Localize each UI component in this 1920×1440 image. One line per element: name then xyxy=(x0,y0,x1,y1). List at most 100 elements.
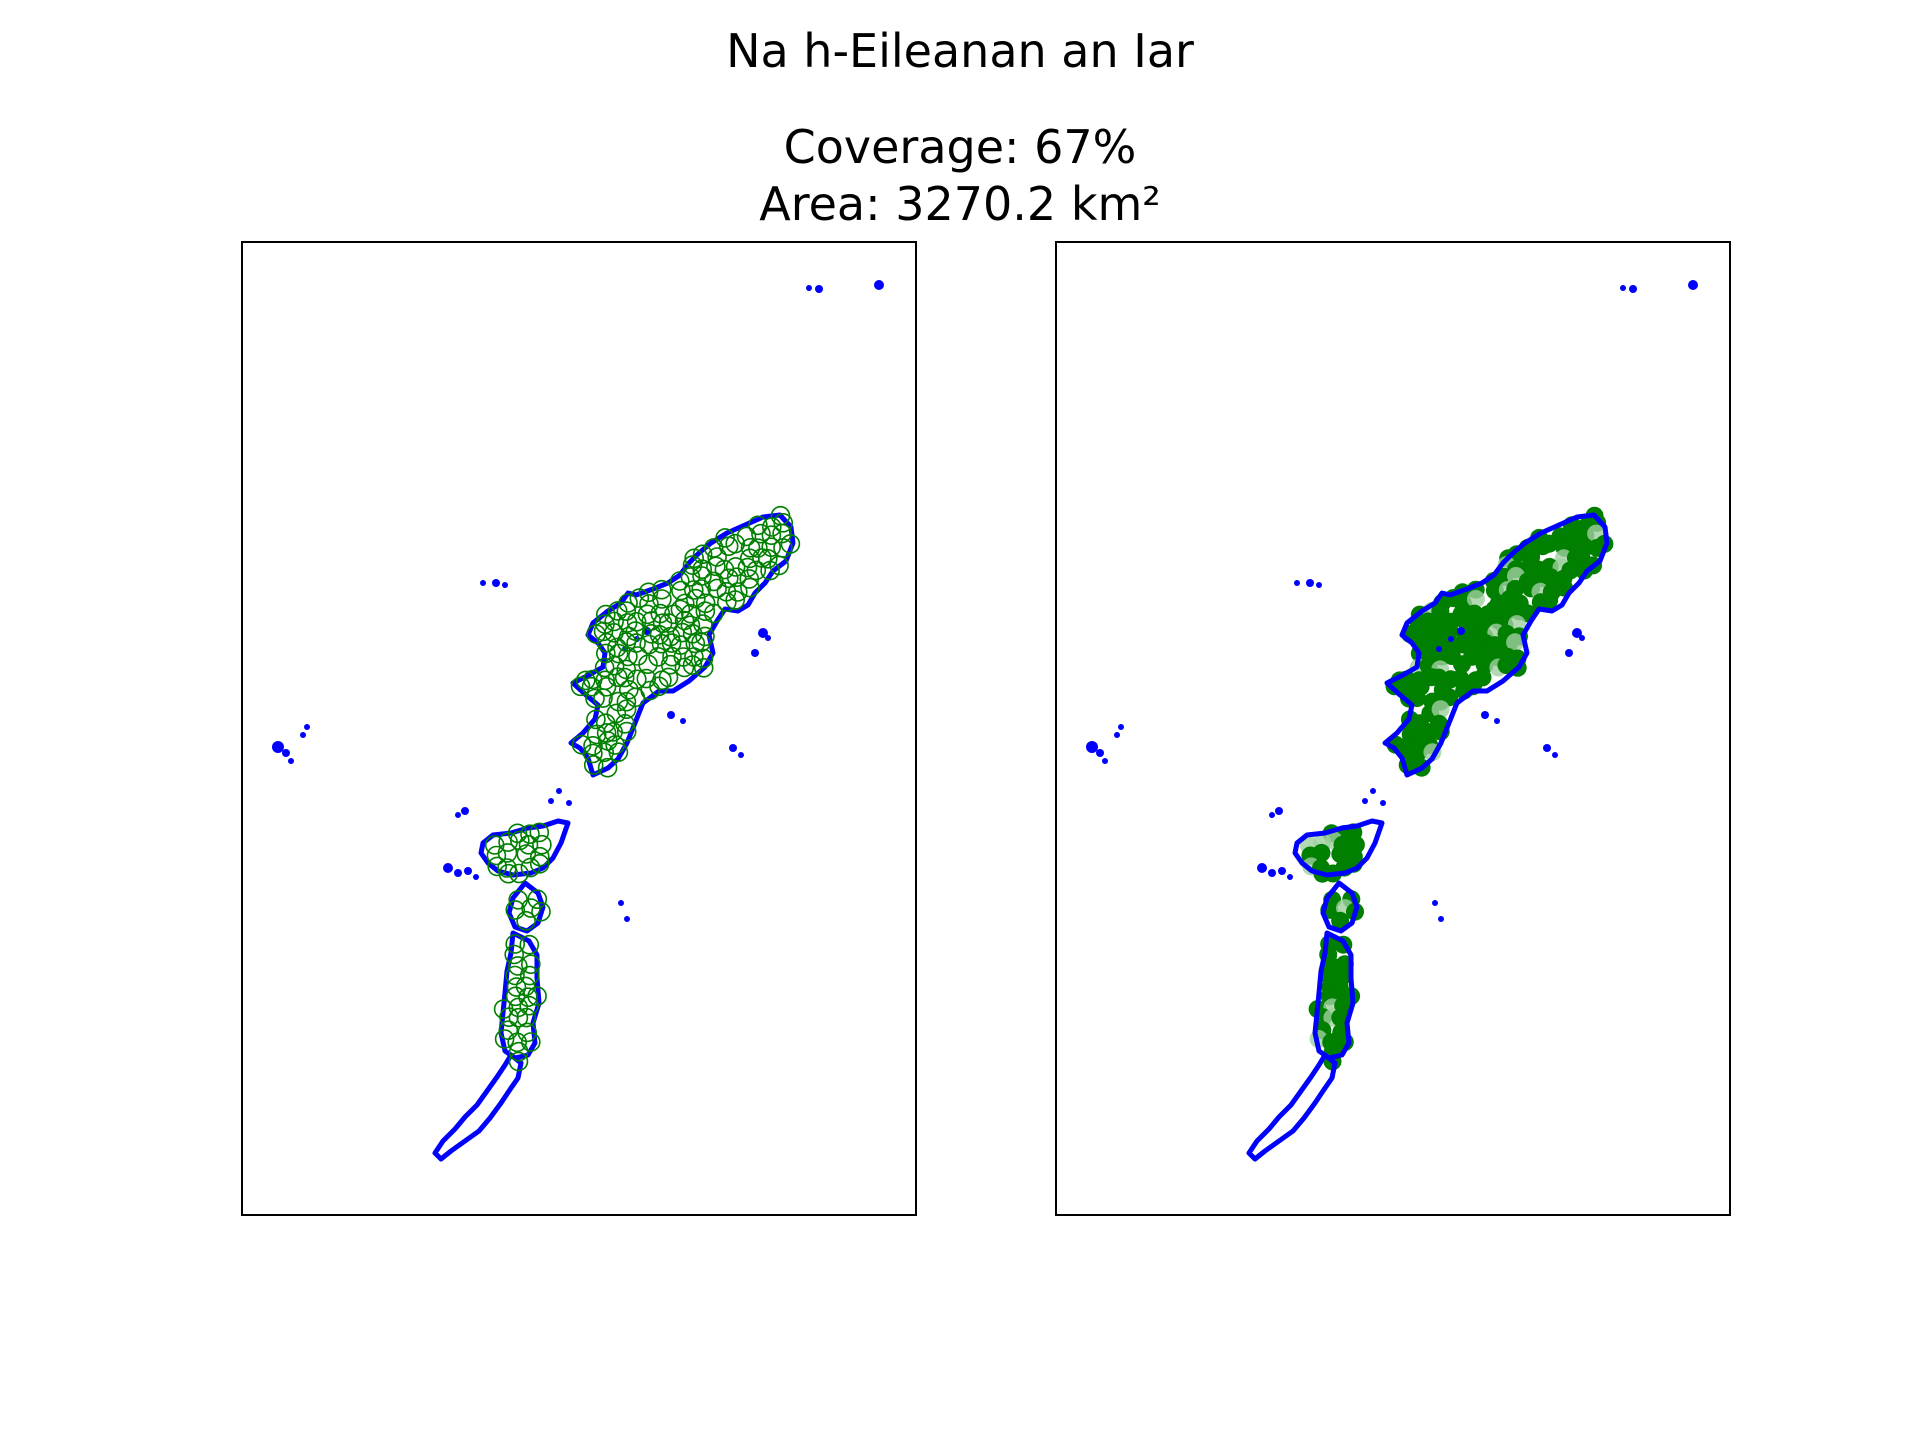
coverage-disc xyxy=(1331,845,1350,863)
islet-5 xyxy=(480,580,486,586)
coverage-circle xyxy=(616,632,637,652)
islet-20 xyxy=(751,649,759,657)
coverage-circle xyxy=(508,1041,529,1062)
islet-31 xyxy=(624,916,630,922)
islet-24 xyxy=(556,788,562,794)
coverage-circle xyxy=(616,699,637,720)
coverage-circle xyxy=(593,621,614,642)
islet-15 xyxy=(464,867,472,875)
coverage-circle xyxy=(683,580,704,600)
coverage-circle xyxy=(607,667,628,688)
coverage-circle xyxy=(740,577,760,598)
coverage-circle xyxy=(616,691,637,712)
coverage-circle xyxy=(715,528,735,548)
islet-26 xyxy=(1362,798,1368,804)
coverage-circle xyxy=(651,633,672,654)
coverage-circle xyxy=(669,571,690,591)
coverage-circle xyxy=(604,655,625,676)
coverage-circle xyxy=(585,688,605,709)
coverage-circle xyxy=(757,548,778,569)
islet-1 xyxy=(1688,280,1698,290)
coverage-circle xyxy=(608,742,629,763)
islet-4 xyxy=(1316,582,1322,588)
coverage-circle xyxy=(581,676,602,697)
coverage-circle xyxy=(751,523,771,544)
islet-30 xyxy=(618,900,624,906)
coverage-circle xyxy=(629,588,650,608)
coastline-layer xyxy=(1086,280,1698,1162)
coverage-circle xyxy=(680,603,701,624)
coverage-circle xyxy=(586,724,607,745)
islet-0 xyxy=(1629,285,1637,293)
coverage-disc xyxy=(1409,743,1428,762)
coverage-circle xyxy=(507,956,528,976)
coverage-circle xyxy=(661,633,682,653)
islet-0 xyxy=(815,285,823,293)
figure-title: Na h-Eileanan an Iar xyxy=(726,24,1194,78)
coverage-circle xyxy=(638,654,658,675)
coverage-circle xyxy=(671,580,691,601)
coverage-circle xyxy=(740,537,761,558)
coverage-circle xyxy=(672,622,693,643)
coverage-circle xyxy=(641,623,662,644)
islet-7 xyxy=(1096,749,1104,757)
islet-12 xyxy=(455,812,461,818)
islet-28 xyxy=(1448,636,1454,642)
coverage-disc xyxy=(1506,633,1525,652)
islet-26 xyxy=(548,798,554,804)
islet-27 xyxy=(1457,627,1465,635)
coverage-circle xyxy=(596,676,617,697)
coverage-circle xyxy=(508,1007,529,1028)
coverage-circle xyxy=(594,657,615,678)
coverage-circle xyxy=(616,721,637,742)
islet-11 xyxy=(1275,807,1283,815)
coverage-circle xyxy=(575,670,596,691)
coverage-circle xyxy=(691,579,712,599)
islet-25 xyxy=(566,800,572,806)
islet-24 xyxy=(1370,788,1376,794)
islet-6 xyxy=(1086,741,1098,753)
coverage-circle xyxy=(486,845,507,866)
coverage-circle xyxy=(516,910,536,931)
coverage-circle xyxy=(597,757,618,778)
coverage-circle xyxy=(685,588,706,609)
islet-19 xyxy=(758,628,768,638)
coverage-circle xyxy=(520,857,541,878)
coverage-circle xyxy=(518,834,539,855)
coverage-circle xyxy=(703,603,724,624)
coverage-circle xyxy=(773,512,794,533)
coverage-circle xyxy=(531,901,551,922)
coverage-circle xyxy=(618,593,638,613)
islet-2 xyxy=(1620,285,1626,291)
coverage-circle xyxy=(693,657,714,678)
coverage-circle xyxy=(505,965,525,986)
coverage-circle xyxy=(583,735,603,756)
islet-3 xyxy=(1306,579,1314,587)
coverage-circle xyxy=(519,934,540,955)
coverage-circle xyxy=(695,593,716,614)
coverage-circle xyxy=(520,1032,541,1052)
coverage-circle xyxy=(736,526,757,547)
coverage-circle xyxy=(616,601,637,621)
coverage-circle xyxy=(693,648,714,669)
map-panel-circles xyxy=(241,241,917,1216)
island-south-uist xyxy=(498,930,542,1061)
coverage-circle xyxy=(604,622,624,643)
coverage-circle xyxy=(674,593,695,614)
coverage-circle xyxy=(680,567,701,587)
coverage-circles-layer xyxy=(484,505,801,1072)
islet-14 xyxy=(454,869,462,877)
islet-31 xyxy=(1438,916,1444,922)
coverage-disc xyxy=(1540,534,1559,553)
coverage-circle xyxy=(693,614,713,634)
island-south-uist xyxy=(1312,930,1356,1061)
coverage-circle xyxy=(498,863,519,884)
island-barra-chain xyxy=(432,1052,524,1162)
coverage-circle xyxy=(780,534,801,554)
coverage-circle xyxy=(726,567,747,588)
coverage-circle xyxy=(583,755,604,775)
islet-13 xyxy=(443,863,453,873)
coverage-circle xyxy=(761,525,782,546)
islet-8 xyxy=(288,758,294,764)
coverage-circle xyxy=(748,538,768,558)
